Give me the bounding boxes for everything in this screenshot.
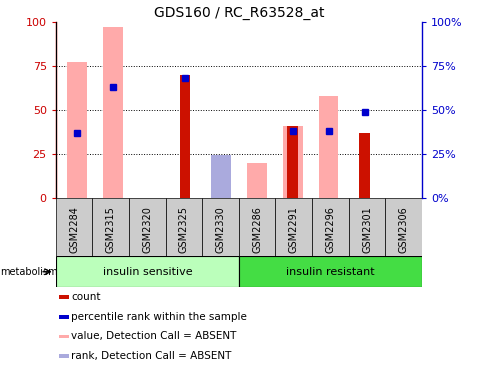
Text: GSM2291: GSM2291 xyxy=(288,206,298,253)
Text: insulin sensitive: insulin sensitive xyxy=(102,267,192,277)
Text: GSM2301: GSM2301 xyxy=(361,206,371,253)
Bar xyxy=(287,126,298,198)
Bar xyxy=(358,132,369,198)
Bar xyxy=(179,75,190,198)
Text: GSM2296: GSM2296 xyxy=(325,206,335,253)
Bar xyxy=(92,198,129,256)
Bar xyxy=(275,198,312,256)
Bar xyxy=(67,62,87,198)
Text: GSM2330: GSM2330 xyxy=(215,206,225,253)
Text: GSM2320: GSM2320 xyxy=(142,206,152,253)
Bar xyxy=(202,198,239,256)
Text: GSM2315: GSM2315 xyxy=(106,206,116,253)
Text: insulin resistant: insulin resistant xyxy=(286,267,374,277)
Text: GSM2325: GSM2325 xyxy=(179,206,189,253)
Bar xyxy=(246,163,266,198)
Text: GSM2286: GSM2286 xyxy=(252,206,262,253)
Bar xyxy=(312,198,348,256)
Bar xyxy=(348,198,384,256)
Bar xyxy=(56,256,239,287)
Text: metabolism: metabolism xyxy=(0,267,58,277)
Bar xyxy=(103,27,123,198)
Text: percentile rank within the sample: percentile rank within the sample xyxy=(71,312,246,322)
Bar xyxy=(60,354,69,358)
Bar xyxy=(166,198,202,256)
Bar xyxy=(239,256,421,287)
Bar xyxy=(318,96,338,198)
Bar xyxy=(56,198,92,256)
Text: rank, Detection Call = ABSENT: rank, Detection Call = ABSENT xyxy=(71,351,231,361)
Bar xyxy=(60,335,69,338)
Bar xyxy=(282,126,302,198)
Bar xyxy=(211,175,230,198)
Bar xyxy=(384,198,421,256)
Bar xyxy=(239,198,275,256)
Bar xyxy=(60,295,69,299)
Bar xyxy=(60,315,69,318)
Text: value, Detection Call = ABSENT: value, Detection Call = ABSENT xyxy=(71,332,236,341)
Bar xyxy=(211,156,230,198)
Bar xyxy=(129,198,166,256)
Text: GSM2284: GSM2284 xyxy=(69,206,79,253)
Title: GDS160 / RC_R63528_at: GDS160 / RC_R63528_at xyxy=(153,5,323,19)
Text: GSM2306: GSM2306 xyxy=(398,206,408,253)
Text: count: count xyxy=(71,292,100,302)
